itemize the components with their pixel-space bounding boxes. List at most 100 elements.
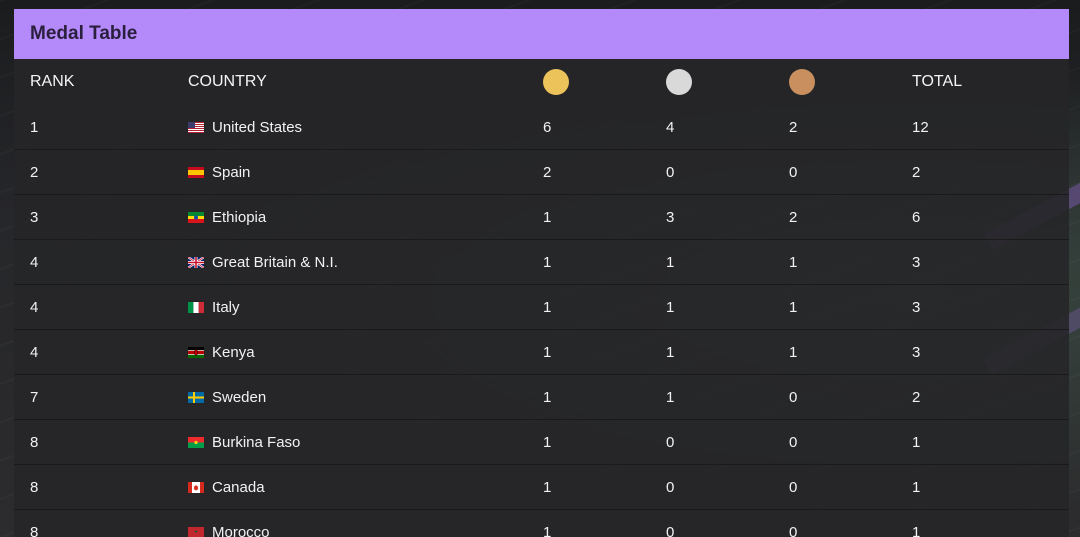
rank-cell: 4	[30, 253, 39, 271]
country-name[interactable]: Canada	[212, 478, 265, 496]
total-count-cell: 3	[912, 343, 921, 361]
table-row[interactable]: 8 Burkina Faso 1 0 0 1	[14, 420, 1069, 465]
rank-cell: 4	[30, 298, 39, 316]
bronze-count-cell: 1	[789, 343, 798, 361]
country-name[interactable]: Burkina Faso	[212, 433, 301, 451]
ethiopia-flag-icon	[188, 211, 204, 223]
rank-cell: 7	[30, 388, 39, 406]
country-name[interactable]: Sweden	[212, 388, 267, 406]
rank-cell: 1	[30, 118, 39, 136]
total-count-cell: 1	[912, 478, 921, 496]
country-cell: Spain	[188, 150, 488, 194]
country-cell: United States	[188, 105, 488, 149]
bronze-count-cell: 0	[789, 523, 798, 537]
total-count-cell: 1	[912, 523, 921, 537]
bronze-count-cell: 0	[789, 388, 798, 406]
bronze-count-cell: 2	[789, 118, 798, 136]
silver-medal-icon	[666, 69, 692, 95]
country-cell: Burkina Faso	[188, 420, 488, 464]
total-count-cell: 12	[912, 118, 929, 136]
bronze-count-cell: 0	[789, 163, 798, 181]
burkina-faso-flag-icon	[188, 436, 204, 448]
medal-table-panel: Medal Table RANK COUNTRY TOTAL 1 United S…	[14, 9, 1069, 537]
silver-count-cell: 1	[666, 253, 675, 271]
total-count-cell: 3	[912, 253, 921, 271]
table-header-row: RANK COUNTRY TOTAL	[14, 59, 1069, 105]
panel-header: Medal Table	[14, 9, 1069, 59]
silver-count-cell: 0	[666, 478, 675, 496]
gold-count-cell: 1	[543, 478, 552, 496]
country-name[interactable]: Great Britain & N.I.	[212, 253, 338, 271]
silver-count-cell: 1	[666, 343, 675, 361]
country-name[interactable]: Ethiopia	[212, 208, 267, 226]
rank-cell: 8	[30, 478, 39, 496]
country-cell: Italy	[188, 285, 488, 329]
bronze-count-cell: 1	[789, 253, 798, 271]
silver-count-cell: 3	[666, 208, 675, 226]
silver-count-cell: 1	[666, 298, 675, 316]
silver-column-header[interactable]	[666, 59, 696, 105]
table-row[interactable]: 4 Italy 1 1 1 3	[14, 285, 1069, 330]
table-row[interactable]: 3 Ethiopia 1 3 2 6	[14, 195, 1069, 240]
country-name[interactable]: Morocco	[212, 523, 270, 537]
silver-count-cell: 0	[666, 163, 675, 181]
bronze-count-cell: 0	[789, 433, 798, 451]
spain-flag-icon	[188, 166, 204, 178]
table-row[interactable]: 1 United States 6 4 2 12	[14, 105, 1069, 150]
table-row[interactable]: 8 Canada 1 0 0 1	[14, 465, 1069, 510]
gold-medal-icon	[543, 69, 569, 95]
morocco-flag-icon	[188, 526, 204, 537]
rank-cell: 8	[30, 523, 39, 537]
country-name[interactable]: Kenya	[212, 343, 255, 361]
panel-title: Medal Table	[30, 23, 138, 44]
table-row[interactable]: 4 Great Britain & N.I. 1 1 1 3	[14, 240, 1069, 285]
country-name[interactable]: Italy	[212, 298, 240, 316]
total-count-cell: 3	[912, 298, 921, 316]
table-row[interactable]: 4 Kenya 1 1 1 3	[14, 330, 1069, 375]
rank-cell: 4	[30, 343, 39, 361]
us-flag-icon	[188, 121, 204, 133]
gold-count-cell: 1	[543, 388, 552, 406]
bronze-column-header[interactable]	[789, 59, 819, 105]
total-count-cell: 1	[912, 433, 921, 451]
gold-count-cell: 2	[543, 163, 552, 181]
bronze-count-cell: 0	[789, 478, 798, 496]
bronze-count-cell: 1	[789, 298, 798, 316]
country-cell: Ethiopia	[188, 195, 488, 239]
silver-count-cell: 4	[666, 118, 675, 136]
total-count-cell: 2	[912, 388, 921, 406]
total-column-header[interactable]: TOTAL	[912, 73, 963, 90]
kenya-flag-icon	[188, 346, 204, 358]
rank-cell: 2	[30, 163, 39, 181]
bronze-medal-icon	[789, 69, 815, 95]
total-count-cell: 6	[912, 208, 921, 226]
table-body: 1 United States 6 4 2 12 2 Spain 2 0 0 2 3 Ethiopia 1 3…	[14, 105, 1069, 537]
table-row[interactable]: 2 Spain 2 0 0 2	[14, 150, 1069, 195]
total-count-cell: 2	[912, 163, 921, 181]
country-cell: Sweden	[188, 375, 488, 419]
silver-count-cell: 0	[666, 523, 675, 537]
country-cell: Great Britain & N.I.	[188, 240, 488, 284]
table-row[interactable]: 8 Morocco 1 0 0 1	[14, 510, 1069, 537]
sweden-flag-icon	[188, 391, 204, 403]
gold-count-cell: 6	[543, 118, 552, 136]
rank-column-header[interactable]: RANK	[30, 73, 75, 90]
silver-count-cell: 1	[666, 388, 675, 406]
italy-flag-icon	[188, 301, 204, 313]
gold-column-header[interactable]	[543, 59, 573, 105]
silver-count-cell: 0	[666, 433, 675, 451]
gold-count-cell: 1	[543, 523, 552, 537]
gold-count-cell: 1	[543, 433, 552, 451]
country-column-header[interactable]: COUNTRY	[188, 73, 267, 90]
bronze-count-cell: 2	[789, 208, 798, 226]
gold-count-cell: 1	[543, 298, 552, 316]
gold-count-cell: 1	[543, 253, 552, 271]
gold-count-cell: 1	[543, 208, 552, 226]
gold-count-cell: 1	[543, 343, 552, 361]
country-cell: Kenya	[188, 330, 488, 374]
country-name[interactable]: United States	[212, 118, 303, 136]
rank-cell: 8	[30, 433, 39, 451]
table-row[interactable]: 7 Sweden 1 1 0 2	[14, 375, 1069, 420]
rank-cell: 3	[30, 208, 39, 226]
country-name[interactable]: Spain	[212, 163, 251, 181]
